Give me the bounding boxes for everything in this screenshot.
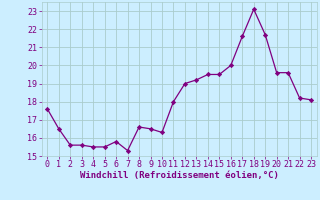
X-axis label: Windchill (Refroidissement éolien,°C): Windchill (Refroidissement éolien,°C) — [80, 171, 279, 180]
